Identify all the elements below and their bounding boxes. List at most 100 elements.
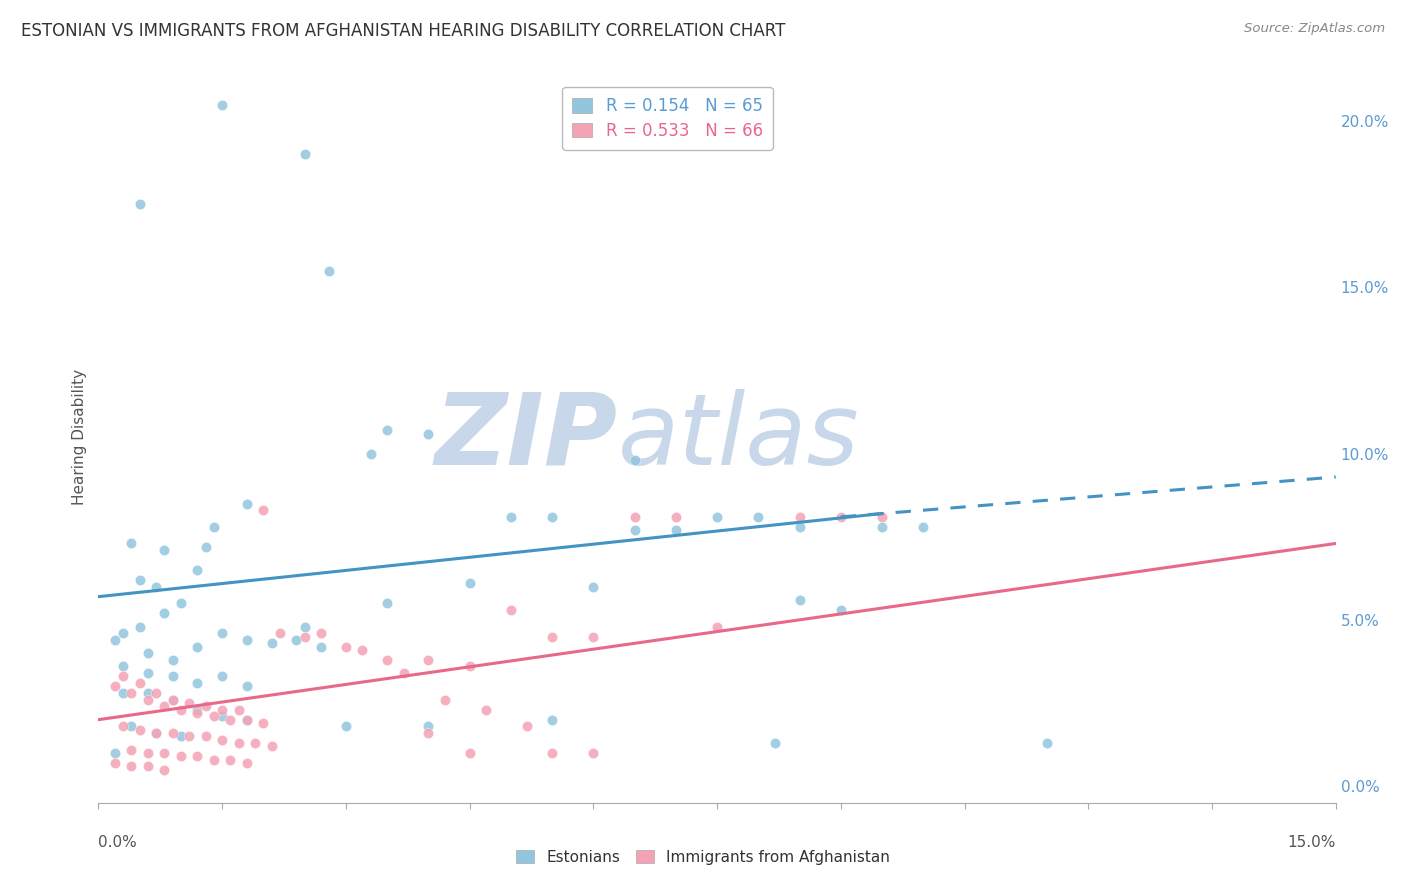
Text: Source: ZipAtlas.com: Source: ZipAtlas.com bbox=[1244, 22, 1385, 36]
Point bbox=[243, 736, 266, 750]
Point bbox=[375, 653, 398, 667]
Point bbox=[104, 746, 127, 760]
Point bbox=[623, 453, 645, 467]
Point bbox=[112, 659, 135, 673]
Point bbox=[582, 746, 605, 760]
Point bbox=[418, 719, 440, 733]
Point bbox=[211, 732, 233, 747]
Point bbox=[162, 669, 184, 683]
Point bbox=[179, 696, 201, 710]
Point bbox=[418, 653, 440, 667]
Point bbox=[128, 197, 150, 211]
Point bbox=[830, 603, 852, 617]
Point bbox=[219, 713, 242, 727]
Point bbox=[294, 630, 316, 644]
Point bbox=[112, 669, 135, 683]
Point bbox=[128, 723, 150, 737]
Point bbox=[236, 756, 259, 770]
Point bbox=[541, 746, 564, 760]
Point bbox=[623, 523, 645, 537]
Point bbox=[153, 699, 176, 714]
Point bbox=[120, 719, 142, 733]
Point bbox=[294, 619, 316, 633]
Point bbox=[211, 669, 233, 683]
Point bbox=[211, 709, 233, 723]
Point bbox=[162, 726, 184, 740]
Point bbox=[335, 640, 357, 654]
Text: 0.0%: 0.0% bbox=[98, 836, 138, 850]
Point bbox=[128, 676, 150, 690]
Point bbox=[870, 509, 893, 524]
Point bbox=[475, 703, 498, 717]
Text: 15.0%: 15.0% bbox=[1288, 836, 1336, 850]
Point bbox=[120, 536, 142, 550]
Point bbox=[623, 509, 645, 524]
Point bbox=[112, 626, 135, 640]
Point bbox=[186, 749, 208, 764]
Y-axis label: Hearing Disability: Hearing Disability bbox=[72, 369, 87, 505]
Text: ZIP: ZIP bbox=[434, 389, 619, 485]
Point bbox=[236, 713, 259, 727]
Point bbox=[162, 692, 184, 706]
Point bbox=[541, 509, 564, 524]
Point bbox=[541, 630, 564, 644]
Point bbox=[236, 713, 259, 727]
Point bbox=[120, 686, 142, 700]
Point bbox=[120, 742, 142, 756]
Point bbox=[418, 426, 440, 441]
Point bbox=[179, 729, 201, 743]
Point bbox=[202, 753, 225, 767]
Point bbox=[236, 632, 259, 647]
Point bbox=[170, 729, 193, 743]
Point bbox=[516, 719, 538, 733]
Point bbox=[665, 523, 688, 537]
Legend: Estonians, Immigrants from Afghanistan: Estonians, Immigrants from Afghanistan bbox=[510, 844, 896, 871]
Point bbox=[335, 719, 357, 733]
Point bbox=[260, 636, 283, 650]
Point bbox=[136, 692, 159, 706]
Point bbox=[706, 509, 728, 524]
Point bbox=[375, 596, 398, 610]
Point bbox=[145, 580, 167, 594]
Point bbox=[186, 640, 208, 654]
Point bbox=[228, 736, 250, 750]
Point bbox=[582, 630, 605, 644]
Point bbox=[285, 632, 308, 647]
Point bbox=[145, 726, 167, 740]
Point bbox=[360, 447, 382, 461]
Point bbox=[145, 726, 167, 740]
Point bbox=[236, 497, 259, 511]
Point bbox=[128, 573, 150, 587]
Point bbox=[120, 759, 142, 773]
Text: atlas: atlas bbox=[619, 389, 859, 485]
Point bbox=[318, 264, 340, 278]
Point bbox=[162, 653, 184, 667]
Point bbox=[260, 739, 283, 754]
Point bbox=[211, 626, 233, 640]
Point bbox=[186, 676, 208, 690]
Point bbox=[392, 666, 415, 681]
Point bbox=[870, 520, 893, 534]
Point bbox=[830, 509, 852, 524]
Point bbox=[136, 686, 159, 700]
Point bbox=[228, 703, 250, 717]
Point bbox=[186, 563, 208, 577]
Point bbox=[499, 509, 522, 524]
Point bbox=[145, 686, 167, 700]
Point bbox=[104, 632, 127, 647]
Point bbox=[458, 659, 481, 673]
Point bbox=[499, 603, 522, 617]
Point bbox=[194, 540, 217, 554]
Point bbox=[912, 520, 935, 534]
Point bbox=[194, 699, 217, 714]
Point bbox=[352, 643, 374, 657]
Point bbox=[194, 729, 217, 743]
Point bbox=[309, 626, 332, 640]
Point bbox=[136, 759, 159, 773]
Point bbox=[789, 593, 811, 607]
Point bbox=[706, 619, 728, 633]
Point bbox=[112, 686, 135, 700]
Point bbox=[789, 509, 811, 524]
Text: ESTONIAN VS IMMIGRANTS FROM AFGHANISTAN HEARING DISABILITY CORRELATION CHART: ESTONIAN VS IMMIGRANTS FROM AFGHANISTAN … bbox=[21, 22, 786, 40]
Point bbox=[219, 753, 242, 767]
